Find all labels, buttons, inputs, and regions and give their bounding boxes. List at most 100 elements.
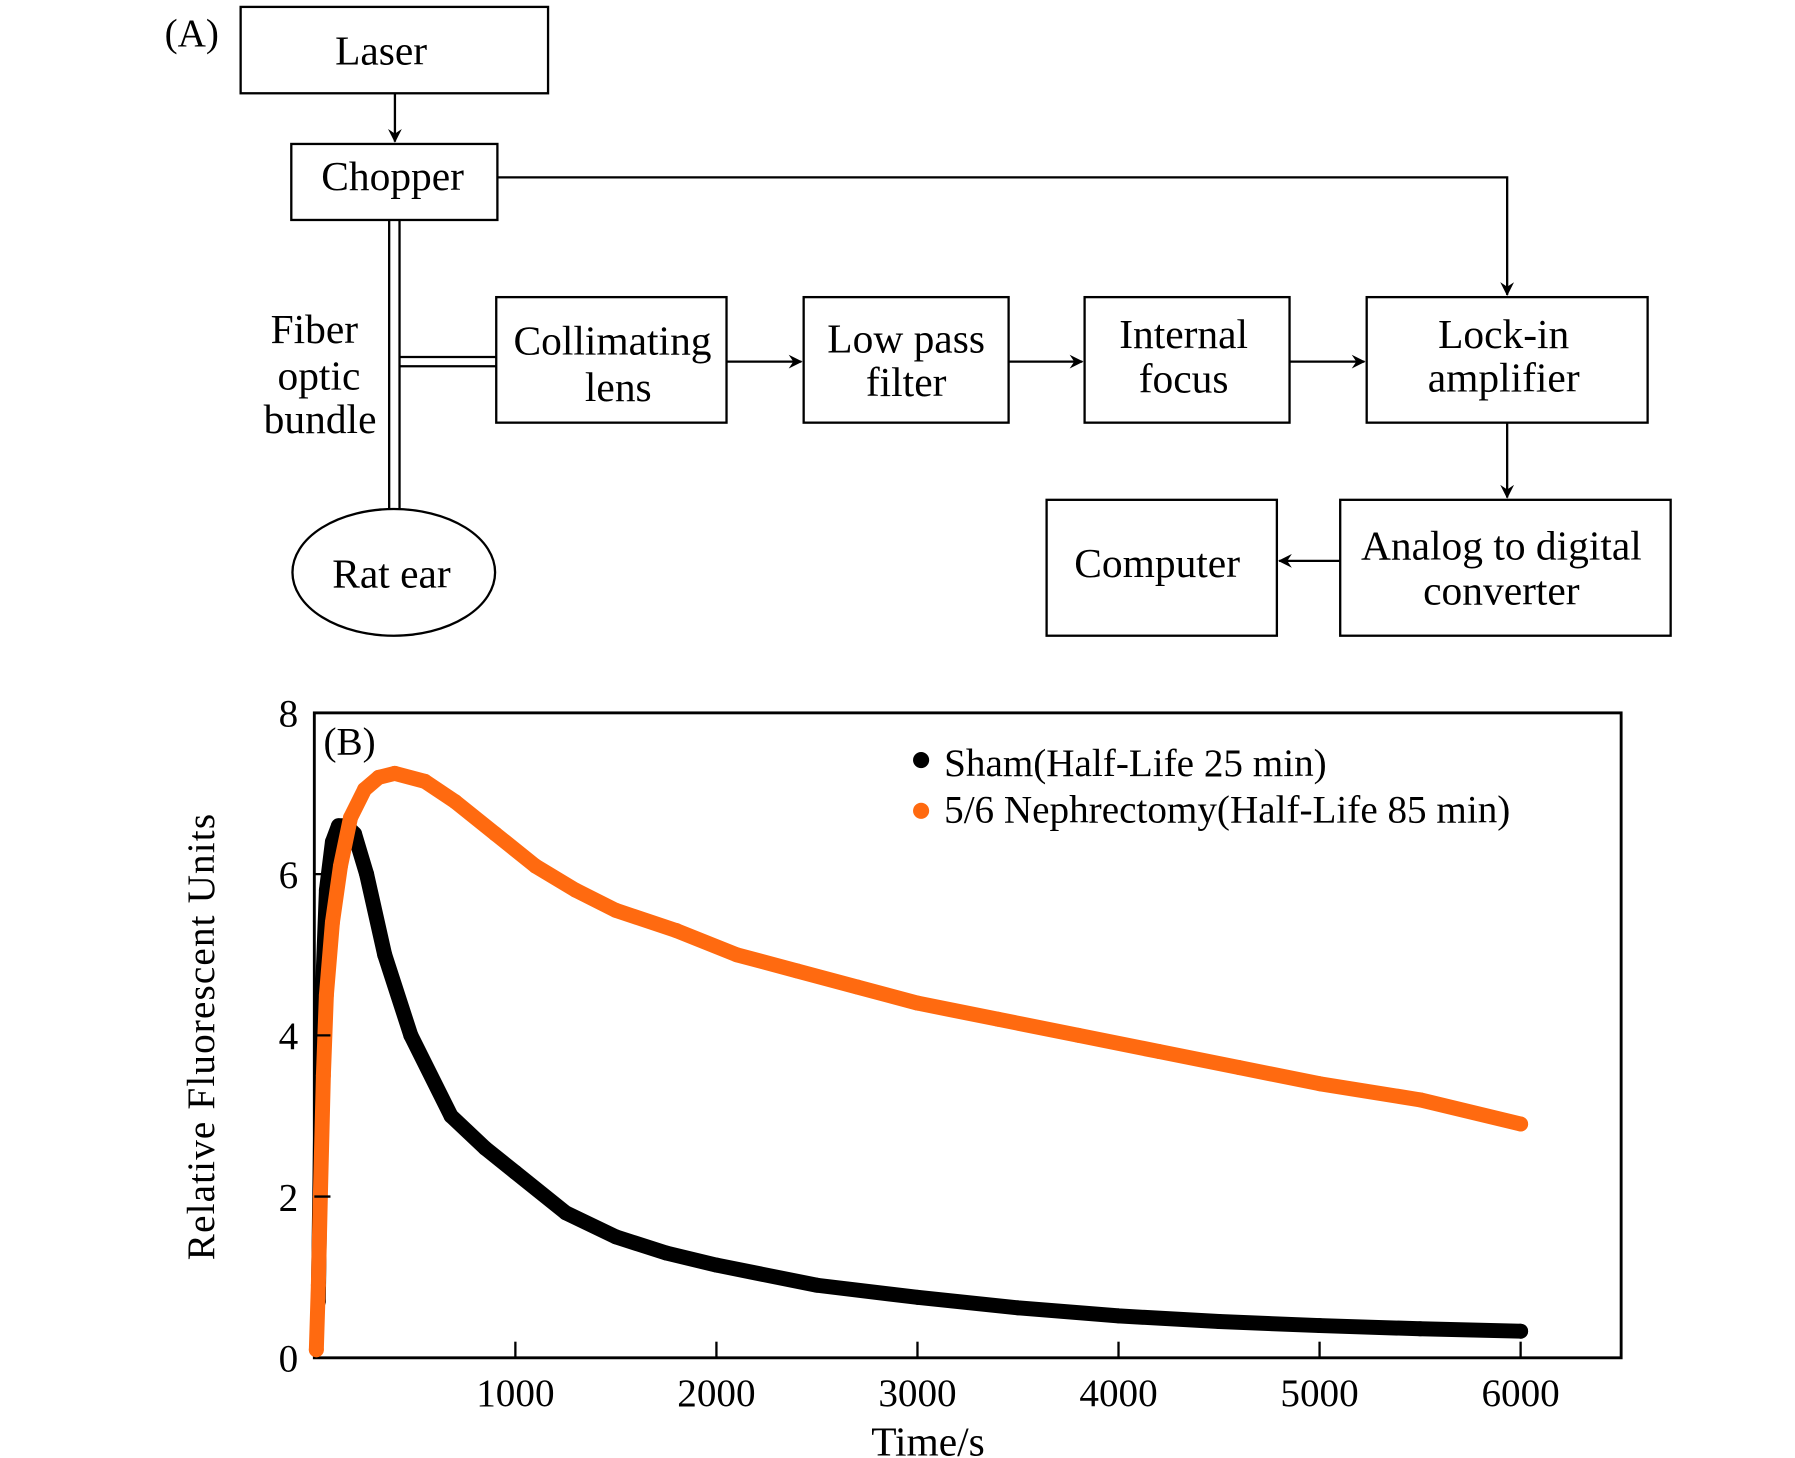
data-point-nephrectomy bbox=[357, 781, 373, 797]
lockin-label-1: Lock-in bbox=[1438, 311, 1569, 357]
y-tick-label: 4 bbox=[279, 1015, 299, 1058]
collimating-label-1: Collimating bbox=[514, 318, 712, 364]
lowpass-label-1: Low pass bbox=[827, 315, 985, 361]
chopper-label: Chopper bbox=[321, 153, 464, 199]
data-point-sham bbox=[658, 1245, 674, 1261]
legend-marker-sham bbox=[913, 752, 930, 769]
y-tick-label: 8 bbox=[279, 693, 299, 736]
data-point-nephrectomy bbox=[318, 987, 334, 1003]
chopper-box bbox=[290, 142, 499, 222]
data-point-sham bbox=[708, 1257, 724, 1273]
y-tick-label: 0 bbox=[279, 1338, 299, 1381]
data-point-nephrectomy bbox=[789, 963, 805, 979]
x-tick-label: 2000 bbox=[677, 1372, 755, 1415]
x-axis-label: Time/s bbox=[871, 1419, 985, 1458]
data-point-nephrectomy bbox=[1412, 1092, 1428, 1108]
data-point-sham bbox=[1111, 1308, 1127, 1324]
data-point-sham bbox=[1211, 1314, 1227, 1330]
data-point-nephrectomy bbox=[371, 769, 387, 785]
collimating-label-2: lens bbox=[585, 364, 652, 410]
rat-ear-label: Rat ear bbox=[332, 550, 451, 596]
x-tick-label: 5000 bbox=[1280, 1372, 1358, 1415]
series-layer bbox=[308, 765, 1529, 1358]
data-point-sham bbox=[403, 1027, 419, 1043]
low-pass-filter-box bbox=[802, 295, 1010, 424]
data-point-nephrectomy bbox=[387, 765, 403, 781]
series-line-nephrectomy bbox=[308, 765, 1529, 1358]
data-point-sham bbox=[324, 834, 340, 850]
legend-marker-nephrectomy bbox=[913, 802, 930, 819]
data-point-sham bbox=[558, 1205, 574, 1221]
data-point-nephrectomy bbox=[1070, 1027, 1086, 1043]
adc-box bbox=[1339, 498, 1672, 637]
data-point-nephrectomy bbox=[343, 810, 358, 826]
series-line-sham bbox=[310, 818, 1529, 1339]
data-point-sham bbox=[359, 866, 375, 882]
data-point-sham bbox=[909, 1289, 925, 1305]
x-tick-label: 1000 bbox=[476, 1372, 554, 1415]
lockin-label-2: amplifier bbox=[1428, 355, 1580, 401]
data-point-nephrectomy bbox=[668, 923, 684, 939]
data-point-nephrectomy bbox=[332, 858, 348, 874]
data-point-nephrectomy bbox=[324, 914, 340, 930]
data-point-sham bbox=[443, 1108, 459, 1124]
fiber-label-3: bundle bbox=[264, 396, 377, 442]
y-tick-label: 2 bbox=[279, 1176, 299, 1219]
chart: 1000 2000 3000 4000 5000 6000 0 2 4 6 8 (B) Sham(H… bbox=[180, 693, 1623, 1458]
y-tick-label: 6 bbox=[279, 854, 299, 897]
data-point-sham bbox=[377, 947, 393, 963]
data-point-sham bbox=[1010, 1300, 1026, 1316]
data-point-nephrectomy bbox=[447, 794, 463, 810]
data-point-nephrectomy bbox=[568, 882, 584, 898]
data-point-nephrectomy bbox=[990, 1011, 1006, 1027]
data-point-sham bbox=[1312, 1318, 1328, 1334]
adc-label-2: converter bbox=[1423, 568, 1580, 614]
data-point-nephrectomy bbox=[308, 1342, 324, 1358]
data-point-nephrectomy bbox=[1231, 1060, 1247, 1076]
data-point-nephrectomy bbox=[1513, 1116, 1529, 1132]
data-point-nephrectomy bbox=[608, 902, 624, 918]
legend: Sham(Half-Life 25 min) 5/6 Nephrectomy(H… bbox=[913, 742, 1510, 831]
x-tick-label: 4000 bbox=[1079, 1372, 1157, 1415]
data-point-nephrectomy bbox=[417, 773, 433, 789]
laser-label: Laser bbox=[335, 27, 427, 73]
legend-label-nephrectomy: 5/6 Nephrectomy(Half-Life 85 min) bbox=[944, 788, 1510, 831]
data-point-sham bbox=[507, 1164, 523, 1180]
panel-b-label: (B) bbox=[324, 720, 376, 763]
tick-layer: 1000 2000 3000 4000 5000 6000 0 2 4 6 8 bbox=[279, 693, 1560, 1415]
fiber-label-1: Fiber bbox=[271, 306, 359, 352]
block-diagram: (A) Laser Chopper Fiber optic bundle Rat… bbox=[165, 5, 1672, 637]
data-point-nephrectomy bbox=[315, 1068, 331, 1084]
internal-label-2: focus bbox=[1139, 356, 1229, 402]
data-point-sham bbox=[809, 1277, 825, 1293]
laser-box bbox=[239, 5, 550, 95]
rat-ear-ellipse bbox=[291, 507, 497, 637]
y-axis-label: Relative Fluorescent Units bbox=[180, 813, 223, 1260]
adc-label-1: Analog to digital bbox=[1361, 523, 1642, 569]
data-point-nephrectomy bbox=[849, 979, 865, 995]
computer-box bbox=[1045, 498, 1279, 637]
data-point-sham bbox=[477, 1140, 493, 1156]
panel-a-label: (A) bbox=[165, 12, 219, 55]
data-point-nephrectomy bbox=[1312, 1076, 1328, 1092]
computer-label: Computer bbox=[1074, 540, 1240, 586]
data-point-nephrectomy bbox=[527, 858, 543, 874]
data-point-sham bbox=[1513, 1323, 1529, 1339]
chopper-to-lockin-arrow bbox=[497, 176, 1515, 296]
x-tick-label: 6000 bbox=[1481, 1372, 1559, 1415]
lock-in-amplifier-box bbox=[1365, 295, 1649, 424]
data-point-nephrectomy bbox=[1151, 1043, 1167, 1059]
legend-label-sham: Sham(Half-Life 25 min) bbox=[944, 742, 1327, 785]
collimating-lens-box bbox=[495, 295, 728, 424]
data-point-nephrectomy bbox=[310, 1277, 326, 1293]
fiber-label-2: optic bbox=[278, 352, 361, 398]
data-point-nephrectomy bbox=[487, 826, 503, 842]
data-point-sham bbox=[1412, 1321, 1428, 1337]
data-point-nephrectomy bbox=[729, 947, 745, 963]
data-point-sham bbox=[608, 1229, 624, 1245]
internal-label-1: Internal bbox=[1119, 311, 1248, 357]
x-tick-label: 3000 bbox=[878, 1372, 956, 1415]
lowpass-label-2: filter bbox=[866, 359, 947, 405]
data-point-nephrectomy bbox=[909, 995, 925, 1011]
